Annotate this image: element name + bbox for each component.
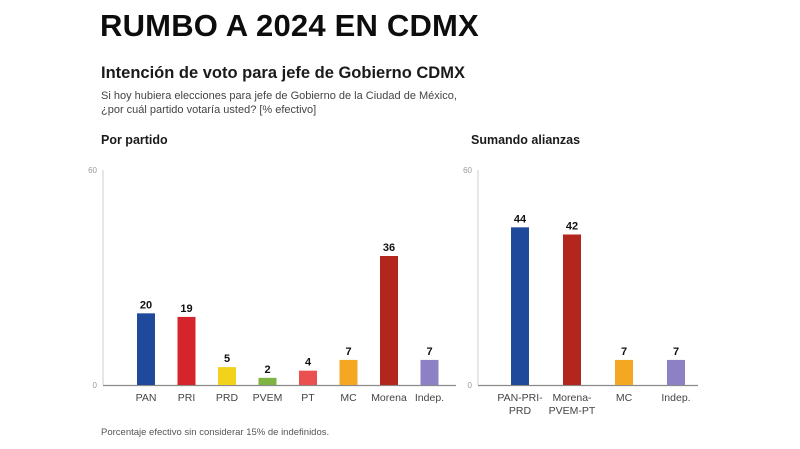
y-tick-label: 0	[93, 381, 98, 390]
x-tick-label: PVEM	[253, 392, 283, 404]
bar-party-morena	[380, 256, 398, 385]
bar-alliance-pan-pri-prd	[511, 227, 529, 385]
x-tick-label: PRD	[509, 405, 532, 417]
data-label: 42	[566, 221, 578, 233]
x-tick-label: PT	[301, 392, 315, 404]
data-label: 36	[383, 242, 395, 254]
panel-label-alliances: Sumando alianzas	[471, 133, 581, 147]
x-tick-label: PAN-PRI-	[497, 392, 543, 404]
x-tick-label: MC	[616, 392, 633, 404]
bar-party-pt	[299, 370, 317, 385]
question-line-1: Si hoy hubiera elecciones para jefe de G…	[101, 90, 457, 102]
y-tick-label: 0	[468, 381, 473, 390]
bar-party-prd	[218, 367, 236, 385]
x-tick-label: Morena-	[552, 392, 592, 404]
x-tick-label: PVEM-PT	[549, 405, 596, 417]
data-label: 2	[264, 364, 270, 376]
x-tick-label: MC	[340, 392, 357, 404]
data-label: 19	[180, 303, 192, 315]
x-tick-label: Morena	[371, 392, 407, 404]
data-label: 5	[224, 353, 230, 365]
panel-label-party: Por partido	[101, 133, 168, 147]
x-tick-label: Indep.	[415, 392, 444, 404]
bar-party-pri	[177, 316, 196, 385]
y-tick-label: 60	[463, 166, 472, 175]
survey-question: Si hoy hubiera elecciones para jefe de G…	[101, 89, 561, 117]
data-label: 20	[140, 299, 152, 311]
y-tick-label: 60	[88, 166, 97, 175]
data-label: 7	[345, 346, 351, 358]
bar-alliance-mc	[615, 359, 633, 385]
x-tick-label: Indep.	[661, 392, 690, 404]
question-line-2: ¿por cuál partido votaría usted? [% efec…	[101, 104, 317, 116]
data-label: 44	[514, 213, 527, 225]
footnote: Porcentaje efectivo sin considerar 15% d…	[101, 427, 330, 438]
bar-party-mc	[339, 359, 358, 385]
bar-party-indep	[420, 359, 439, 385]
bar-alliance-morena-pvem-pt	[563, 234, 581, 385]
page-title: RUMBO A 2024 EN CDMX	[100, 8, 479, 43]
x-tick-label: PRI	[178, 392, 196, 404]
data-label: 7	[621, 346, 627, 358]
chart-subtitle: Intención de voto para jefe de Gobierno …	[101, 64, 465, 82]
data-label: 4	[305, 357, 312, 369]
data-label: 7	[426, 346, 432, 358]
x-tick-label: PRD	[216, 392, 239, 404]
bar-party-pan	[137, 313, 155, 385]
x-tick-label: PAN	[136, 392, 157, 404]
bar-alliance-indep	[667, 359, 685, 385]
data-label: 7	[673, 346, 679, 358]
bar-party-pvem	[258, 377, 277, 385]
